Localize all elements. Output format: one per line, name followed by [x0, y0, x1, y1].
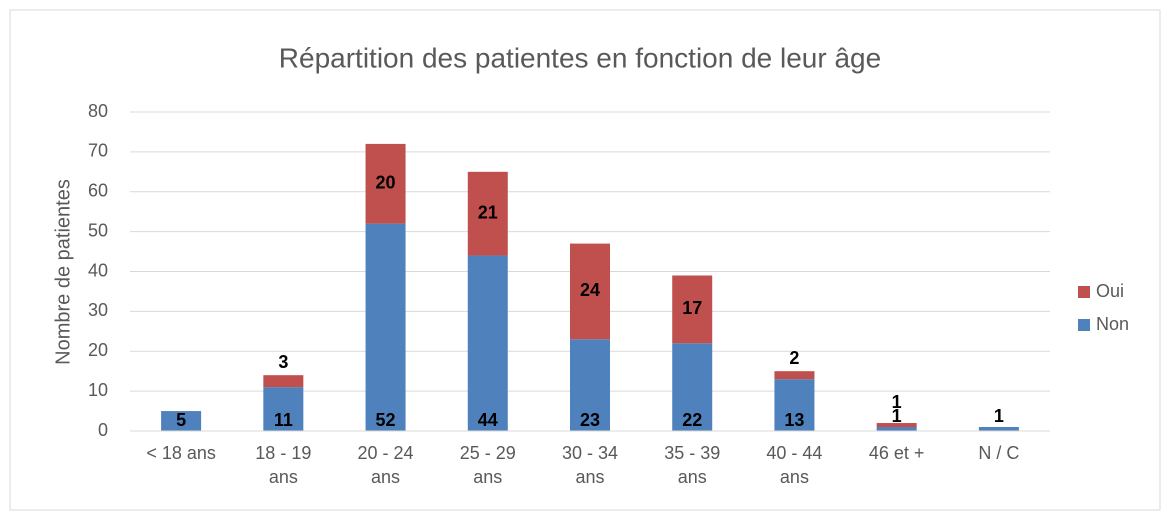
y-axis-label: Nombre de patientes: [52, 179, 74, 365]
y-tick-label: 10: [88, 380, 108, 400]
y-tick-label: 70: [88, 141, 108, 161]
bar-segment: [876, 423, 917, 428]
bar-segment: [774, 371, 815, 380]
x-tick-label: 30 - 34 ans: [561, 443, 619, 487]
data-label: 1: [994, 406, 1004, 426]
data-label: 11: [274, 410, 293, 430]
x-tick-label: 25 - 29 ans: [459, 443, 516, 487]
bar-segment: [774, 379, 815, 431]
x-tick-label: 18 - 19 ans: [255, 443, 312, 487]
bar-segment: [161, 411, 202, 431]
data-label: 5: [176, 410, 186, 430]
legend-swatch: [1078, 286, 1090, 298]
data-label: 52: [376, 410, 396, 430]
data-label: 44: [478, 410, 498, 430]
data-label: 2: [789, 348, 799, 368]
data-label: 22: [682, 410, 702, 430]
data-label: 17: [682, 298, 702, 318]
y-tick-label: 0: [98, 420, 108, 440]
x-tick-label: 35 - 39 ans: [664, 443, 721, 487]
y-tick-label: 80: [88, 101, 108, 121]
x-tick-label: 40 - 44 ans: [766, 443, 823, 487]
y-tick-label: 60: [88, 181, 108, 201]
x-tick-label: 46 et +: [868, 443, 925, 463]
data-label: 20: [376, 173, 396, 193]
y-tick-label: 50: [88, 220, 108, 240]
y-tick-label: 30: [88, 300, 108, 320]
bar-segment: [365, 143, 406, 224]
chart-title: Répartition des patientes en fonction de…: [279, 42, 881, 73]
legend-label: Oui: [1096, 281, 1124, 301]
data-label: 3: [278, 352, 288, 372]
data-label: 1: [892, 392, 902, 412]
bar-segment: [467, 255, 508, 431]
legend-label: Non: [1096, 314, 1129, 334]
legend-swatch: [1078, 319, 1090, 331]
data-label: 24: [580, 280, 600, 300]
data-label: 1: [892, 406, 902, 426]
data-label: 21: [478, 202, 498, 222]
bar-segment: [263, 375, 304, 388]
bar-segment: [365, 223, 406, 431]
bar-segment: [672, 343, 713, 431]
y-tick-label: 20: [88, 340, 108, 360]
x-tick-label: 20 - 24 ans: [357, 443, 414, 487]
bar-segment: [570, 243, 610, 340]
data-label: 23: [580, 410, 600, 430]
x-tick-label: N / C: [978, 443, 1020, 463]
bar-segment: [876, 427, 917, 431]
x-tick-label: < 18 ans: [146, 443, 216, 463]
data-label: 13: [784, 410, 804, 430]
y-tick-label: 40: [88, 260, 108, 280]
bar-segment: [570, 339, 610, 431]
bar-segment: [672, 275, 713, 344]
bar-segment: [978, 427, 1019, 431]
bar-segment: [467, 171, 508, 256]
bar-segment: [263, 387, 304, 431]
